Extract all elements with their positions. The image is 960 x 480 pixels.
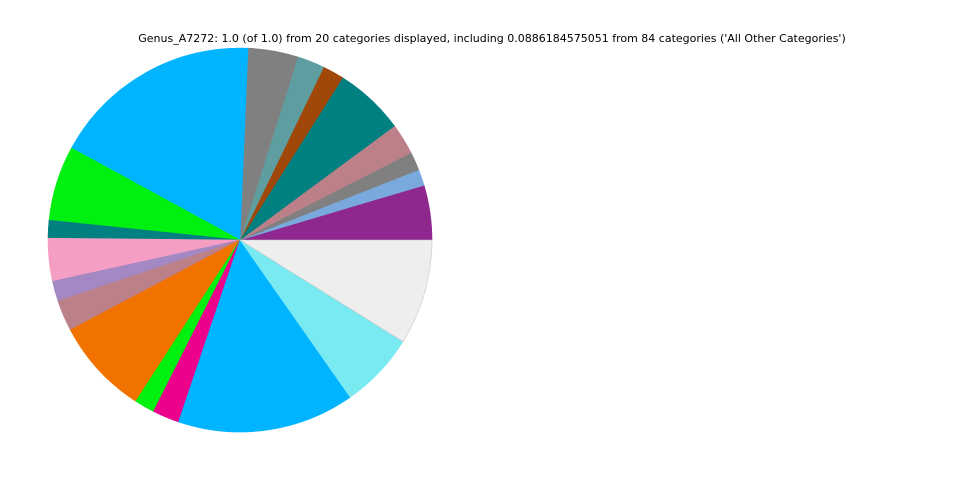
pie-slice (238, 239, 433, 342)
chart-title: Genus_A7272: 1.0 (of 1.0) from 20 catego… (138, 32, 846, 45)
pie-slice (71, 47, 249, 241)
pie-slice (178, 239, 351, 433)
pie-slice (69, 239, 241, 402)
